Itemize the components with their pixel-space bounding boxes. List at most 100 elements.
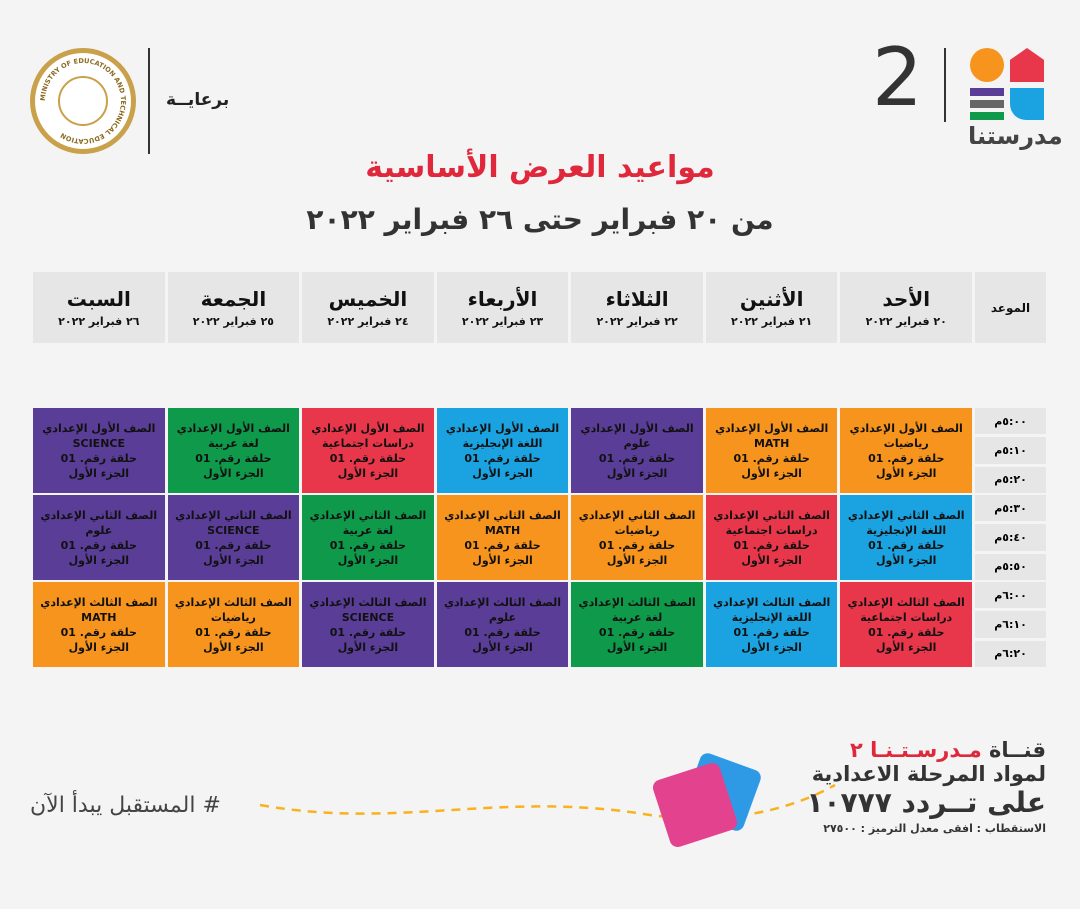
schedule-cell[interactable]: الصف الثاني الإعدادي دراسات اجتماعية حلق… [705,495,838,580]
part-label: الجزء الأول [68,466,130,480]
dashed-path-decoration [259,783,836,820]
ministry-seal-logo: MINISTRY OF EDUCATION AND TECHNICAL EDUC… [30,48,136,154]
subject-label: علوم [623,436,651,450]
episode-label: حلقة رقم. 01 [329,451,407,465]
episode-label: حلقة رقم. 01 [868,538,945,552]
day-date: ٢٠ فبراير ٢٠٢٢ [865,315,947,328]
sponsor-label: برعايــة [166,90,230,110]
grade-label: الصف الثاني الإعدادي [578,508,696,522]
schedule-cell[interactable]: الصف الثالث الإعدادي لغة عربية حلقة رقم.… [571,582,703,667]
episode-label: حلقة رقم. 01 [329,625,407,639]
schedule-cell[interactable]: الصف الأول الإعدادي لغة عربية حلقة رقم. … [167,408,300,493]
day-date: ٢٣ فبراير ٢٠٢٢ [461,315,544,328]
schedule-cell[interactable]: الصف الثاني الإعدادي لغة عربية حلقة رقم.… [302,495,434,580]
grade-label: الصف الثالث الإعدادي [443,595,562,609]
time-slot: ٦:٠٠م [975,582,1046,609]
channel-name: مـدرسـتـنـا ٢ [849,738,982,762]
channel-info: قنــاة مـدرسـتـنـا ٢ لمواد المرحلة الاعد… [806,738,1046,835]
part-label: الجزء الأول [606,640,668,654]
day-header: السبت ٢٦ فبراير ٢٠٢٢ [33,272,165,343]
subject-label: رياضيات [614,523,660,537]
schedule-cell[interactable]: الصف الثاني الإعدادي علوم حلقة رقم. 01 ا… [33,495,165,580]
schedule-cell[interactable]: الصف الأول الإعدادي اللغة الإنجليزية حلق… [436,408,569,493]
time-slot: ٦:٢٠م [975,640,1046,667]
grade-label: الصف الأول الإعدادي [445,421,560,435]
subject-label: دراسات اجتماعية [860,610,953,624]
schedule-cell[interactable]: الصف الثالث الإعدادي MATH حلقة رقم. 01 ا… [33,582,165,667]
part-label: الجزء الأول [472,640,533,654]
grade-label: الصف الثالث الإعدادي [713,595,831,609]
subject-label: رياضيات [210,610,256,624]
grade-label: الصف الثالث الإعدادي [174,595,292,609]
schedule-cell[interactable]: الصف الثاني الإعدادي MATH حلقة رقم. 01 ا… [436,495,569,580]
subject-label: رياضيات [883,436,929,450]
grade-label: الصف الثالث الإعدادي [40,595,158,609]
part-label: الجزء الأول [203,553,264,567]
schedule-cell[interactable]: الصف الأول الإعدادي SCIENCE حلقة رقم. 01… [33,408,165,493]
episode-label: حلقة رقم. 01 [733,625,810,639]
time-slot: ٥:٤٠م [975,524,1046,551]
part-label: الجزء الأول [741,640,802,654]
episode-label: حلقة رقم. 01 [60,451,137,465]
subject-label: SCIENCE [72,436,125,450]
schedule-cell[interactable]: الصف الثاني الإعدادي SCIENCE حلقة رقم. 0… [167,495,300,580]
schedule-cell[interactable]: الصف الثاني الإعدادي رياضيات حلقة رقم. 0… [571,495,703,580]
schedule-cell[interactable]: الصف الأول الإعدادي دراسات اجتماعية حلقة… [302,408,434,493]
schedule-cell[interactable]: الصف الثالث الإعدادي SCIENCE حلقة رقم. 0… [302,582,434,667]
grade-label: الصف الثالث الإعدادي [847,595,965,609]
time-slots: ٦:٠٠م ٦:١٠م ٦:٢٠م [975,582,1046,667]
day-name: الخميس [328,287,408,311]
subject-label: SCIENCE [341,610,395,624]
subject-label: MATH [753,436,790,450]
grade-label: الصف الثاني الإعدادي [309,508,427,522]
grade-label: الصف الأول الإعدادي [580,421,694,435]
schedule-cell[interactable]: الصف الأول الإعدادي رياضيات حلقة رقم. 01… [840,408,972,493]
schedule-cell[interactable]: الصف الثالث الإعدادي دراسات اجتماعية حلق… [840,582,972,667]
schedule-cell[interactable]: الصف الثالث الإعدادي اللغة الإنجليزية حل… [705,582,838,667]
day-date: ٢١ فبراير ٢٠٢٢ [731,315,813,328]
part-label: الجزء الأول [875,466,937,480]
day-name: الأثنين [739,287,804,311]
day-date: ٢٤ فبراير ٢٠٢٢ [327,315,409,328]
subject-label: لغة عربية [208,436,259,450]
time-slot: ٥:٢٠م [975,466,1046,493]
grade-label: الصف الثاني الإعدادي [713,508,830,522]
day-header: الخميس ٢٤ فبراير ٢٠٢٢ [302,272,434,343]
part-label: الجزء الأول [203,466,264,480]
grade-label: الصف الأول الإعدادي [715,421,829,435]
subject-label: علوم [489,610,516,624]
schedule-cell[interactable]: الصف الثالث الإعدادي رياضيات حلقة رقم. 0… [167,582,300,667]
day-date: ٢٦ فبراير ٢٠٢٢ [58,315,140,328]
subject-label: MATH [81,610,117,624]
time-slot: ٥:٠٠م [975,408,1046,435]
logo-number: 2 [872,31,923,124]
channel-frequency: على تــردد ١٠٧٧٧ [806,786,1046,819]
divider [148,48,150,154]
episode-label: حلقة رقم. 01 [60,625,137,639]
schedule-cell[interactable]: الصف الأول الإعدادي MATH حلقة رقم. 01 ال… [705,408,838,493]
schedule-cell[interactable]: الصف الثاني الإعدادي اللغة الإنجليزية حل… [840,495,972,580]
logo-name: مدرستنا [968,122,1063,150]
day-header: الثلاثاء ٢٢ فبراير ٢٠٢٢ [571,272,703,343]
episode-label: حلقة رقم. 01 [733,451,810,465]
grade-label: الصف الأول الإعدادي [311,421,425,435]
day-name: الثلاثاء [605,287,669,311]
part-label: الجزء الأول [606,466,668,480]
day-name: الأربعاء [467,287,538,311]
page-subtitle: من ٢٠ فبراير حتى ٢٦ فبراير ٢٠٢٢ [306,203,774,236]
schedule-cell[interactable]: الصف الأول الإعدادي علوم حلقة رقم. 01 ال… [571,408,703,493]
subject-label: دراسات اجتماعية [725,523,818,537]
episode-label: حلقة رقم. 01 [868,625,945,639]
episode-label: حلقة رقم. 01 [195,538,272,552]
time-slot: ٦:١٠م [975,611,1046,638]
day-header: الأربعاء ٢٣ فبراير ٢٠٢٢ [436,272,569,343]
part-label: الجزء الأول [606,553,668,567]
subject-label: لغة عربية [342,523,394,537]
page-title: مواعيد العرض الأساسية [365,150,715,185]
episode-label: حلقة رقم. 01 [598,451,676,465]
schedule-row: ٥:٠٠م ٥:١٠م ٥:٢٠م الصف الأول الإعدادي رياض… [33,408,1046,493]
episode-label: حلقة رقم. 01 [464,625,541,639]
part-label: الجزء الأول [337,640,399,654]
schedule-cell[interactable]: الصف الثالث الإعدادي علوم حلقة رقم. 01 ا… [436,582,569,667]
episode-label: حلقة رقم. 01 [329,538,407,552]
